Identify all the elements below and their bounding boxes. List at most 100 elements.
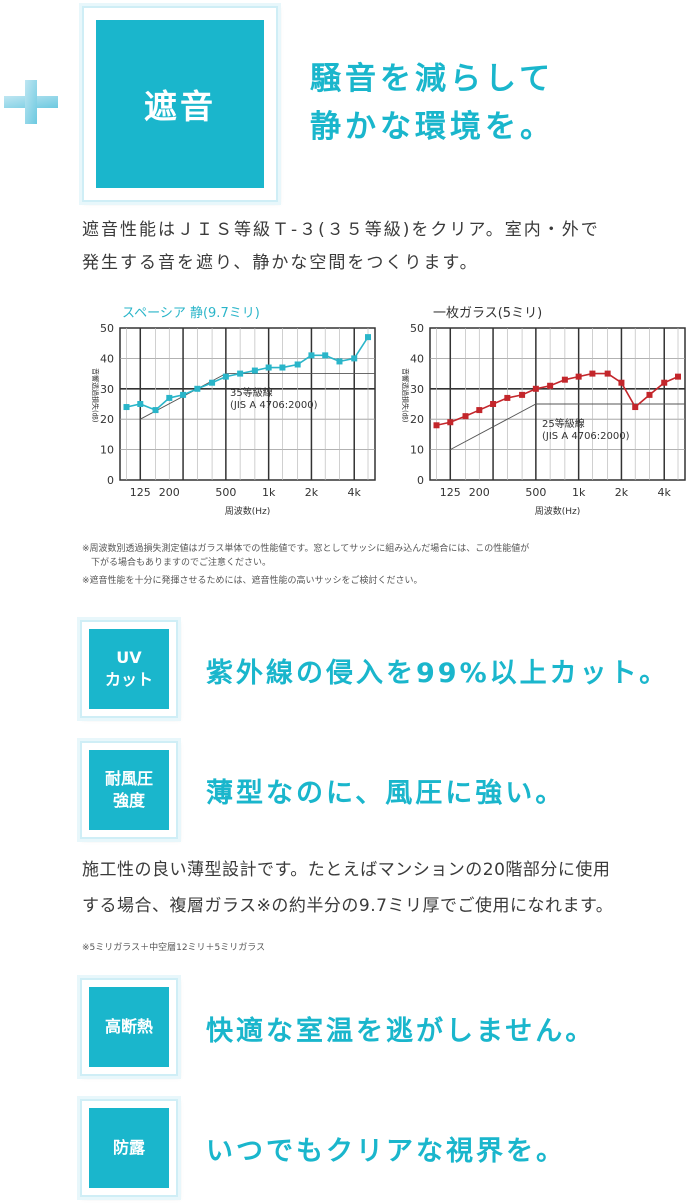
data-point [447,419,454,426]
y-axis-label: 音響透過損失(㏈) [91,368,100,423]
x-axis-label: 周波数(Hz) [535,505,581,517]
hero-headline-line2: 静かな環境を。 [310,109,555,145]
plus-icon [4,80,58,124]
grade-label: 35等級線 [230,386,273,399]
data-point [166,394,173,401]
data-point [137,401,144,407]
data-point [532,385,539,392]
wind-badge-line2: 強度 [112,791,145,810]
wind-badge-line1: 耐風圧 [104,769,153,788]
chart-notes: ※周波数別透過損失測定値はガラス単体での性能値です。窓としてサッシに組み込んだ場… [82,542,529,588]
y-tick-label: 40 [410,352,424,365]
x-tick-label: 500 [525,486,546,499]
data-point [433,422,440,429]
grade-label-std: (JIS A 4706:2000) [230,400,318,411]
y-tick-label: 20 [410,413,424,426]
x-tick-label: 200 [469,486,490,499]
data-point [632,404,639,411]
chart-note-1: ※周波数別透過損失測定値はガラス単体での性能値です。窓としてサッシに組み込んだ場… [82,544,530,554]
data-point [575,373,582,380]
y-tick-label: 50 [100,322,114,335]
data-point [365,334,372,341]
x-axis-label: 周波数(Hz) [225,505,271,517]
hero-headline: 騒音を減らして 静かな環境を。 [310,55,555,151]
data-point [237,370,244,377]
data-point [604,370,611,377]
heat-feature-title: 快適な室温を逃がしません。 [206,1016,596,1047]
data-point [322,352,329,359]
heat-badge-label: 高断熱 [89,987,169,1067]
grade-label-std: (JIS A 4706:2000) [542,431,630,442]
x-tick-label: 500 [215,486,236,499]
chart-note-3: ※遮音性能を十分に発揮させるためには、遮音性能の高いサッシをご検討ください。 [82,576,423,586]
heat-insulation-badge: 高断熱 [80,978,178,1076]
data-point [152,407,159,414]
intro-text: 遮音性能はＪＩＳ等級Ｔ-３(３５等級)をクリア。室内・外で 発生する音を遮り、静… [82,214,600,280]
data-point [547,382,554,389]
sound-insulation-badge: 遮音 [82,6,278,202]
data-point [251,367,258,374]
data-point [589,370,596,377]
chart-note-2: 下がる場合もありますのでご注意ください。 [82,558,272,568]
data-point [279,364,286,371]
x-tick-label: 200 [159,486,180,499]
data-point [519,391,526,398]
uv-cut-badge: UV カット [80,620,178,718]
y-tick-label: 0 [107,474,114,487]
data-point [351,355,358,362]
anti-condensation-badge: 防露 [80,1099,178,1197]
wind-text-line2: する場合、複層ガラス※の約半分の9.7ミリ厚でご使用になれます。 [82,896,614,916]
condensation-badge-label: 防露 [89,1108,169,1188]
data-point [462,413,469,420]
chart-spacia: 0 10 20 30 40 50 125 200 500 1k 2k 4k 音響透過損失(㏈) 周波数(H… [91,322,376,517]
y-tick-label: 30 [410,383,424,396]
wind-text-line1: 施工性の良い薄型設計です。たとえばマンションの20階部分に使用 [82,860,611,880]
data-point [265,364,272,371]
data-point [336,358,343,365]
y-tick-label: 30 [100,383,114,396]
x-tick-label: 2k [615,486,629,499]
chart2-title: 一枚ガラス(5ミリ) [433,306,543,321]
data-point [504,394,511,401]
data-point [294,361,301,368]
y-tick-label: 40 [100,352,114,365]
chart-single-glass: 0 10 20 30 40 50 125 200 500 1k 2k 4k 音響透過損失(㏈) 周波数(H… [401,322,686,517]
data-point [490,401,497,407]
data-point [661,379,668,386]
data-point [675,373,682,380]
x-tick-label: 2k [305,486,319,499]
condensation-feature-title: いつでもクリアな視界を。 [206,1136,566,1167]
y-tick-label: 20 [100,413,114,426]
grade-label: 25等級線 [542,417,585,430]
intro-line1: 遮音性能はＪＩＳ等級Ｔ-３(３５等級)をクリア。室内・外で [82,220,600,240]
y-tick-label: 50 [410,322,424,335]
x-tick-label: 125 [130,486,151,499]
wind-text: 施工性の良い薄型設計です。たとえばマンションの20階部分に使用 する場合、複層ガ… [82,852,613,924]
data-point [476,407,483,414]
grade-reference-line [140,373,375,420]
chart1-title: スペーシア 静(9.7ミリ) [122,306,260,321]
data-point [308,352,315,359]
data-point [618,379,625,386]
data-point [561,376,568,383]
intro-line2: 発生する音を遮り、静かな空間をつくります。 [82,253,479,273]
wind-pressure-badge: 耐風圧 強度 [80,741,178,839]
y-axis-label: 音響透過損失(㏈) [401,368,410,423]
x-tick-label: 1k [262,486,276,499]
y-tick-label: 0 [417,474,424,487]
y-tick-label: 10 [100,444,114,457]
hero-headline-line1: 騒音を減らして [310,61,555,97]
wind-feature-title: 薄型なのに、風圧に強い。 [206,778,566,809]
wind-note: ※5ミリガラス＋中空層12ミリ＋5ミリガラス [82,943,266,953]
grade-reference-line [450,403,685,450]
uv-feature-title: 紫外線の侵入を99%以上カット。 [206,658,670,689]
data-point [180,391,187,398]
y-tick-label: 10 [410,444,424,457]
data-point [222,373,229,380]
data-point [646,391,653,398]
x-tick-label: 4k [658,486,672,499]
x-tick-label: 125 [440,486,461,499]
badge-label: 遮音 [96,20,264,188]
x-tick-label: 4k [348,486,362,499]
data-point [123,404,130,411]
